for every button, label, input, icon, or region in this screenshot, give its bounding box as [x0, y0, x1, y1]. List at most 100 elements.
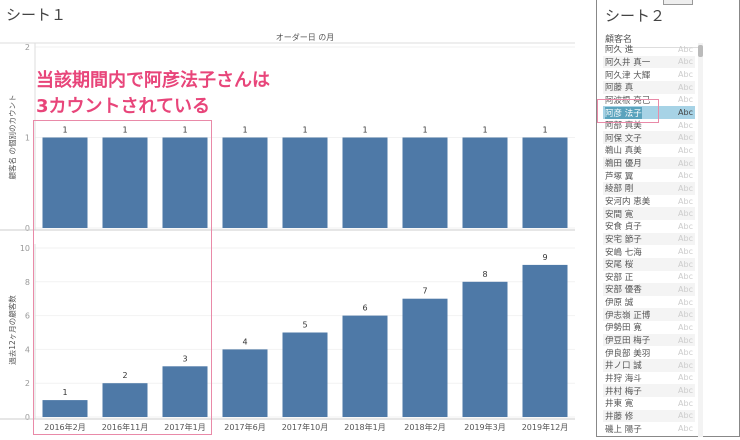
- list-item[interactable]: 井藤 修 Abc: [603, 409, 695, 423]
- x-axis-title: オーダー日 の月: [276, 32, 335, 42]
- customer-name: 阿彦 法子: [605, 106, 642, 119]
- customer-name: 磯上 陽子: [605, 424, 642, 435]
- y-tick-label: 0: [25, 413, 30, 422]
- abc-marker: Abc: [678, 82, 693, 92]
- abc-marker: Abc: [678, 348, 693, 358]
- abc-marker: Abc: [678, 57, 693, 67]
- list-item[interactable]: 安部 優香 Abc: [603, 283, 695, 296]
- customer-name: 井藤 修: [605, 411, 634, 422]
- list-item[interactable]: 芦塚 翼 Abc: [603, 169, 695, 182]
- list-item[interactable]: 阿波根 亮己 Abc: [603, 94, 695, 107]
- abc-marker: Abc: [678, 183, 693, 193]
- abc-marker: Abc: [678, 284, 693, 294]
- list-item[interactable]: 安嶋 七海 Abc: [603, 245, 695, 258]
- list-item[interactable]: 阿部 真美 Abc: [603, 119, 695, 132]
- x-tick-label: 2017年6月: [224, 422, 265, 432]
- list-item[interactable]: 安部 正 Abc: [603, 271, 695, 284]
- customer-name: 伊原 誠: [605, 298, 634, 309]
- list-item[interactable]: 阿久津 大輝 Abc: [603, 68, 695, 81]
- y-axis-title: 顧客名 の個別のカウント: [7, 95, 17, 180]
- customer-name: 井村 梅子: [605, 386, 642, 397]
- bar: [42, 400, 88, 417]
- data-label: 8: [482, 270, 487, 279]
- bar: [222, 349, 268, 417]
- data-label: 1: [482, 126, 487, 135]
- list-item[interactable]: 阿藤 真 Abc: [603, 80, 695, 94]
- abc-marker: Abc: [678, 310, 693, 320]
- customer-name: 阿藤 真: [605, 83, 634, 94]
- list-item[interactable]: 井狩 海斗 Abc: [603, 372, 695, 385]
- scrollbar[interactable]: [698, 43, 703, 437]
- data-label: 5: [302, 321, 307, 330]
- abc-marker: Abc: [678, 209, 693, 219]
- list-item[interactable]: 阿久 進 Abc: [603, 43, 695, 56]
- bar: [102, 383, 148, 417]
- customer-name: 安部 優香: [605, 285, 642, 296]
- bar: [462, 281, 508, 417]
- abc-marker: Abc: [678, 297, 693, 307]
- abc-marker: Abc: [678, 196, 693, 206]
- bar: [462, 137, 508, 228]
- list-item[interactable]: 鵜田 優月 Abc: [603, 156, 695, 170]
- abc-marker: Abc: [678, 411, 693, 421]
- data-label: 2: [122, 371, 127, 380]
- list-item[interactable]: 井東 寛 Abc: [603, 397, 695, 410]
- data-label: 6: [362, 304, 367, 313]
- bar: [162, 137, 208, 228]
- list-item[interactable]: 阿彦 法子 Abc: [603, 106, 695, 119]
- abc-marker: Abc: [678, 158, 693, 168]
- data-label: 3: [182, 354, 187, 363]
- list-item[interactable]: 阿保 文子 Abc: [603, 131, 695, 145]
- abc-marker: Abc: [678, 133, 693, 143]
- list-item[interactable]: 伊志嶺 正博 Abc: [603, 308, 695, 322]
- list-item[interactable]: 安河内 恵美 Abc: [603, 195, 695, 208]
- abc-marker: Abc: [678, 386, 693, 396]
- x-tick-label: 2017年10月: [282, 422, 329, 432]
- list-item[interactable]: 鵜山 真美 Abc: [603, 144, 695, 157]
- list-item[interactable]: 阿久井 真一 Abc: [603, 55, 695, 69]
- customer-name: 綾部 剛: [605, 184, 634, 195]
- bar: [222, 137, 268, 228]
- customer-name: 井狩 海斗: [605, 373, 642, 384]
- list-item[interactable]: 井村 梅子 Abc: [603, 384, 695, 397]
- abc-marker: Abc: [678, 424, 693, 434]
- abc-marker: Abc: [678, 120, 693, 130]
- customer-name: 阿久 進: [605, 45, 634, 56]
- y-tick-label: 6: [25, 312, 30, 321]
- y-axis-title: 過去12ヶ月の顧客数: [7, 295, 17, 365]
- customer-name: 井東 寛: [605, 399, 634, 410]
- customer-name: 安食 貞子: [605, 222, 642, 233]
- bar: [162, 366, 208, 417]
- panel-drag-handle[interactable]: [663, 0, 693, 5]
- list-item[interactable]: 伊原 誠 Abc: [603, 296, 695, 309]
- list-item[interactable]: 伊豆田 梅子 Abc: [603, 333, 695, 347]
- y-tick-label: 8: [25, 278, 30, 287]
- data-label: 1: [302, 126, 307, 135]
- customer-name: 安尾 桜: [605, 260, 634, 271]
- customer-name: 鵜田 優月: [605, 159, 642, 170]
- list-item[interactable]: 伊良部 美羽 Abc: [603, 346, 695, 359]
- sheet2-title: シート２: [605, 7, 666, 25]
- bar: [402, 137, 448, 228]
- list-item[interactable]: 安食 貞子 Abc: [603, 220, 695, 233]
- list-item[interactable]: 安尾 桜 Abc: [603, 257, 695, 271]
- list-item[interactable]: 安間 寛 Abc: [603, 207, 695, 220]
- list-item[interactable]: 磯上 陽子 Abc: [603, 422, 695, 435]
- y-tick-label: 2: [25, 43, 30, 52]
- x-tick-label: 2017年1月: [164, 422, 205, 432]
- x-tick-label: 2019年3月: [464, 422, 505, 432]
- abc-marker: Abc: [678, 259, 693, 269]
- list-item[interactable]: 安宅 節子 Abc: [603, 232, 695, 246]
- data-label: 7: [422, 287, 427, 296]
- scrollbar-thumb[interactable]: [698, 45, 703, 57]
- list-item[interactable]: 井ノ口 誠 Abc: [603, 359, 695, 372]
- list-item[interactable]: 綾部 剛 Abc: [603, 182, 695, 195]
- bar: [522, 264, 568, 417]
- list-item[interactable]: 伊勢田 寛 Abc: [603, 321, 695, 334]
- abc-marker: Abc: [678, 247, 693, 257]
- bar: [42, 137, 88, 228]
- customer-name: 安宅 節子: [605, 234, 642, 245]
- abc-marker: Abc: [678, 322, 693, 332]
- annotation-line-2: 3カウントされている: [36, 96, 210, 117]
- data-label: 1: [422, 126, 427, 135]
